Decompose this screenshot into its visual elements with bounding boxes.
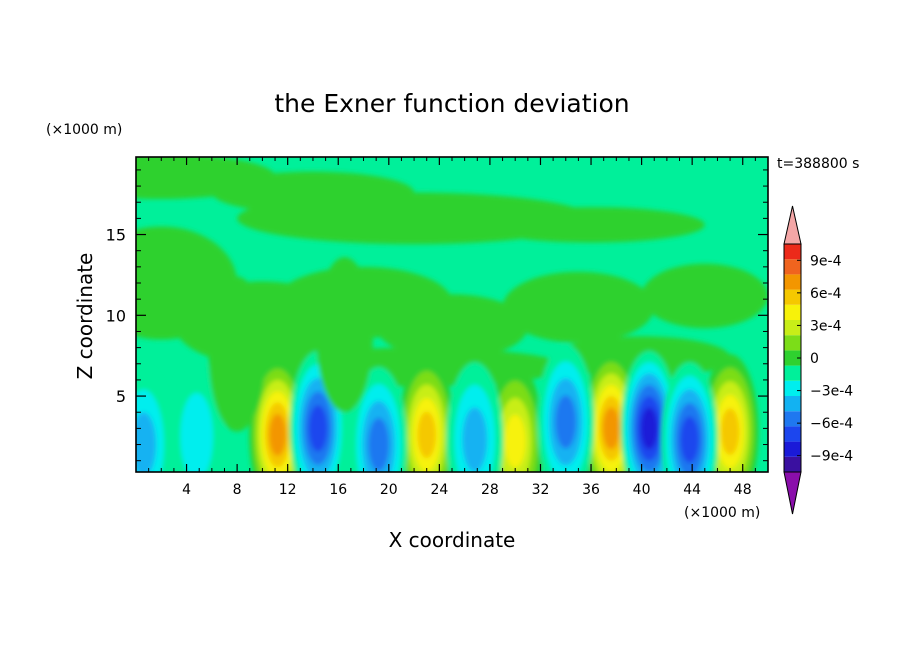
x-axis-ticks: 4 8 12 16 20 24 28 32 36 40 44 48 <box>148 157 756 498</box>
positive-cell <box>504 414 526 468</box>
x-tick-label: 40 <box>633 482 651 498</box>
x-tick-label: 44 <box>683 482 701 498</box>
negative-cell <box>462 407 488 472</box>
colorbar: 9e-4 6e-4 3e-4 0 −3e-4 −6e-4 −9e-4 <box>783 205 853 515</box>
colorbar-bin <box>784 244 801 260</box>
colorbar-bin <box>784 456 801 472</box>
negative-cell <box>180 392 214 472</box>
negative-cell <box>640 407 658 450</box>
colorbar-tick-label: 0 <box>810 351 819 367</box>
colorbar-bin <box>784 304 801 320</box>
colorbar-extend-max <box>783 205 802 245</box>
colorbar-bin <box>784 411 801 427</box>
contour-field <box>136 157 768 472</box>
colorbar-bin <box>784 320 801 336</box>
positive-cell <box>208 276 266 432</box>
x-tick-label: 4 <box>182 482 191 498</box>
colorbar-extend-min <box>783 471 802 515</box>
positive-cell <box>269 413 286 456</box>
contour-band <box>502 271 655 343</box>
colorbar-tick-label: −3e-4 <box>810 384 853 400</box>
negative-cell <box>680 416 699 463</box>
chart-title: the Exner function deviation <box>274 89 629 118</box>
y-tick-label: 5 <box>116 387 126 406</box>
x-tick-label: 28 <box>481 482 499 498</box>
negative-cell <box>368 417 390 472</box>
colorbar-bin <box>784 365 801 381</box>
negative-cell <box>555 395 577 449</box>
y-axis-label: Z coordinate <box>73 253 97 380</box>
y-tick-label: 10 <box>106 306 126 325</box>
positive-cell <box>417 411 436 459</box>
contour-band <box>376 294 528 359</box>
colorbar-tick-label: 9e-4 <box>810 253 842 269</box>
colorbar-bin <box>784 274 801 290</box>
contour-band <box>477 207 705 243</box>
positive-cell <box>316 257 373 413</box>
colorbar-bin <box>784 350 801 366</box>
x-tick-label: 36 <box>582 482 600 498</box>
colorbar-tick-label: −9e-4 <box>810 449 853 465</box>
colorbar-bin <box>784 426 801 442</box>
x-tick-label: 8 <box>233 482 242 498</box>
x-tick-label: 32 <box>532 482 550 498</box>
colorbar-bin <box>784 396 801 412</box>
positive-cell <box>602 407 620 450</box>
colorbar-tick-label: 6e-4 <box>810 286 842 302</box>
y-tick-label: 15 <box>106 226 126 245</box>
y-axis-ticks: 5 10 15 <box>106 169 768 462</box>
colorbar-tick-label: −6e-4 <box>810 416 853 432</box>
time-label: t=388800 s <box>777 156 859 172</box>
positive-cell <box>720 408 740 455</box>
x-tick-label: 20 <box>380 482 398 498</box>
colorbar-tick-label: 3e-4 <box>810 318 842 334</box>
negative-cell <box>308 405 328 452</box>
x-axis-label: X coordinate <box>389 528 516 552</box>
colorbar-bin <box>784 259 801 275</box>
negative-cell <box>136 412 157 472</box>
colorbar-bin <box>784 289 801 305</box>
x-tick-label: 16 <box>329 482 347 498</box>
colorbar-bin <box>784 380 801 396</box>
x-tick-label: 48 <box>734 482 752 498</box>
x-tick-label: 24 <box>430 482 448 498</box>
x-unit-label: (×1000 m) <box>684 505 760 521</box>
x-tick-label: 12 <box>279 482 297 498</box>
contour-band <box>641 263 768 329</box>
colorbar-bin <box>784 335 801 351</box>
y-unit-label: (×1000 m) <box>46 122 122 138</box>
colorbar-bin <box>784 441 801 457</box>
